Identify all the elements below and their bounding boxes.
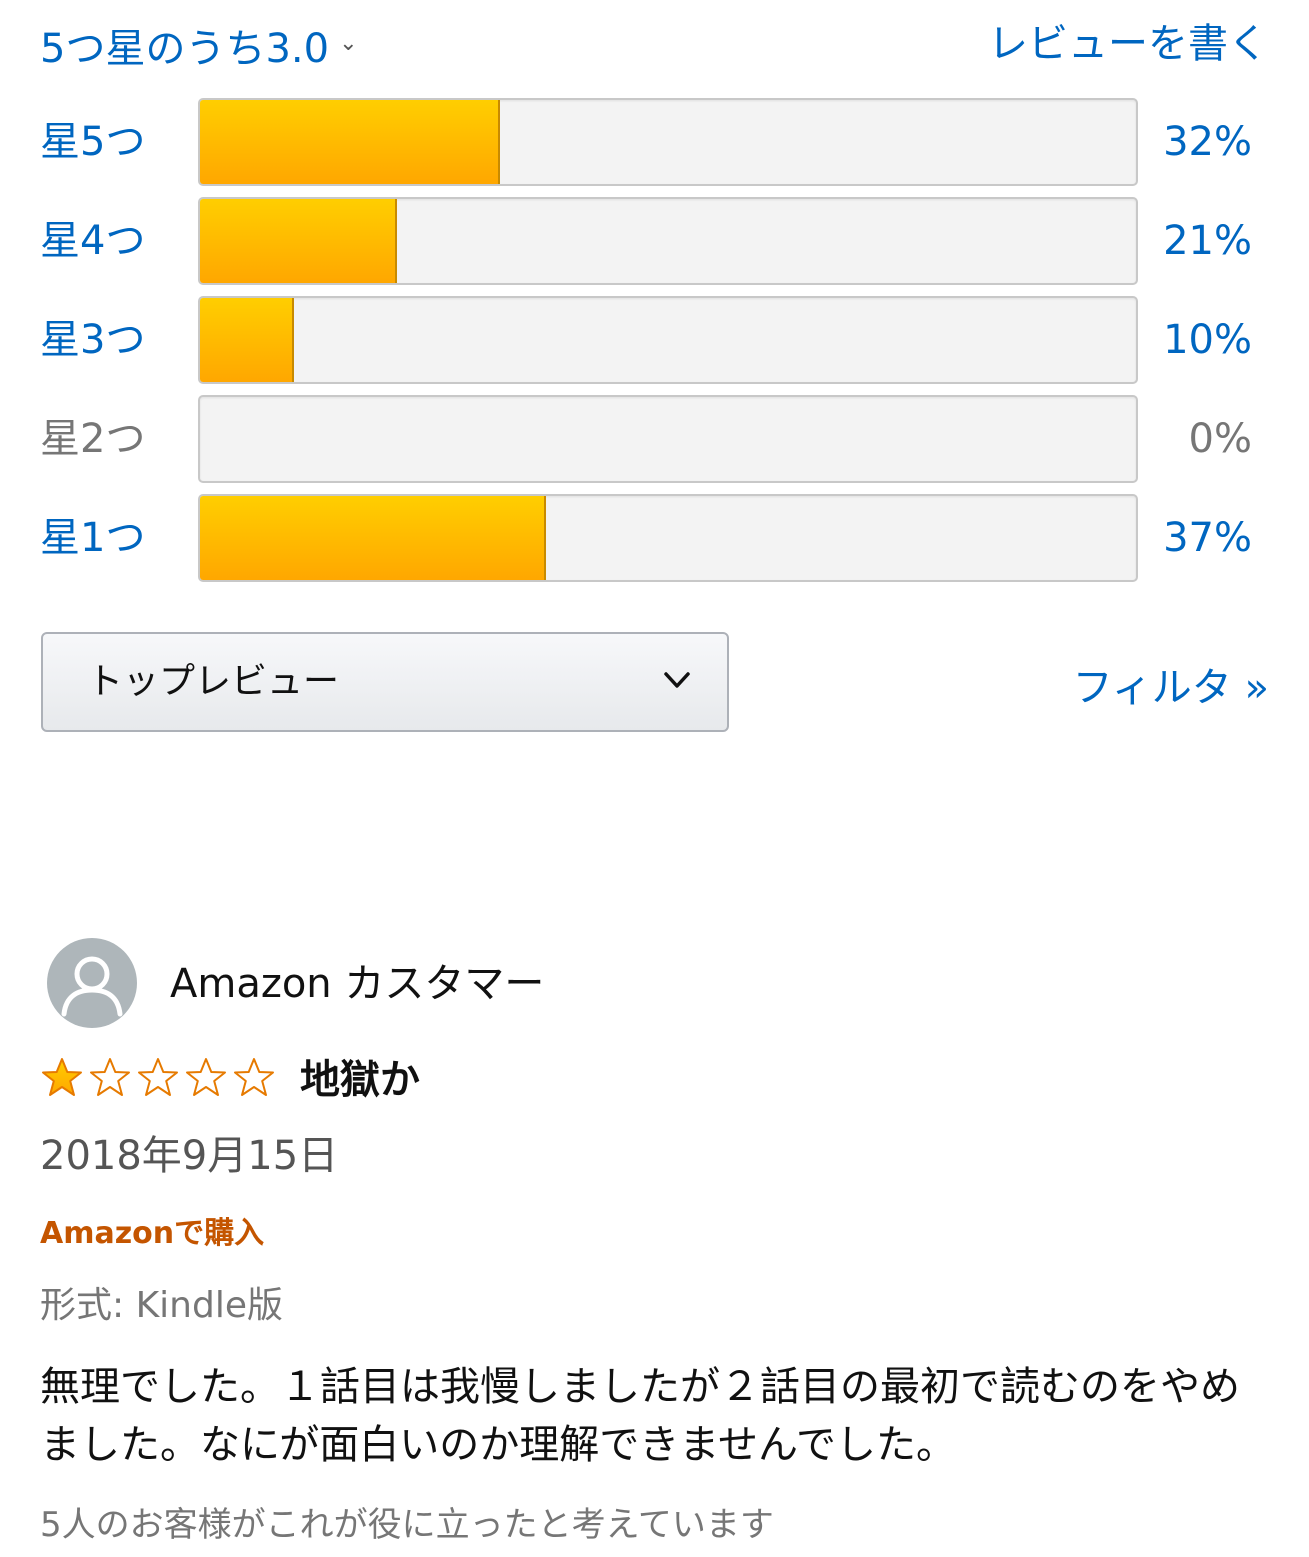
helpful-count: 5人のお客様がこれが役に立ったと考えています xyxy=(40,1505,774,1545)
histogram-label[interactable]: 星1つ xyxy=(40,515,146,561)
histogram-bar[interactable] xyxy=(198,197,1138,285)
histogram-bar[interactable] xyxy=(198,98,1138,186)
sort-selected-value: トップレビュー xyxy=(87,661,340,702)
review-body: 無理でした。１話目は我慢しましたが２話目の最初で読むのをやめました。なにが面白い… xyxy=(40,1364,1240,1468)
review-star-rating xyxy=(40,1050,276,1106)
star-icon xyxy=(90,1058,130,1096)
histogram-bar-fill xyxy=(200,496,547,580)
verified-purchase-badge: Amazonで購入 xyxy=(40,1216,265,1251)
histogram-percent[interactable]: 32% xyxy=(1163,119,1252,165)
histogram-bar[interactable] xyxy=(198,494,1138,582)
histogram-percent[interactable]: 21% xyxy=(1163,218,1252,264)
histogram-bar-fill xyxy=(200,100,500,184)
histogram-label[interactable]: 星4つ xyxy=(40,218,146,264)
star-icon xyxy=(234,1058,274,1096)
rating-summary-toggle[interactable]: 5つ星のうち3.0 ⌄ xyxy=(40,16,358,77)
histogram-label: 星2つ xyxy=(40,416,146,462)
review-title[interactable]: 地獄か xyxy=(300,1057,420,1103)
star-icon xyxy=(138,1058,178,1096)
histogram-bar-fill xyxy=(200,199,397,283)
person-icon xyxy=(47,938,137,1028)
review-format: 形式: Kindle版 xyxy=(40,1285,284,1326)
filter-link[interactable]: フィルタ » xyxy=(1072,665,1269,711)
rating-header: 5つ星のうち3.0 ⌄ レビューを書く xyxy=(40,16,1268,72)
histogram-row-4[interactable]: 星4つ 21% xyxy=(40,197,1268,296)
histogram-label[interactable]: 星5つ xyxy=(40,119,146,165)
chevron-down-icon: ⌄ xyxy=(339,31,358,56)
histogram-row-2: 星2つ 0% xyxy=(40,395,1268,494)
histogram-bar[interactable] xyxy=(198,296,1138,384)
rating-histogram: 星5つ 32% 星4つ 21% 星3つ 10% 星2つ 0% 星1つ 37% xyxy=(40,98,1268,593)
histogram-row-3[interactable]: 星3つ 10% xyxy=(40,296,1268,395)
review-date: 2018年9月15日 xyxy=(40,1133,339,1179)
histogram-percent[interactable]: 10% xyxy=(1163,317,1252,363)
rating-summary-text: 5つ星のうち3.0 xyxy=(40,26,330,72)
write-review-link[interactable]: レビューを書く xyxy=(988,21,1268,67)
histogram-bar xyxy=(198,395,1138,483)
star-icon xyxy=(186,1058,226,1096)
reviewer-name[interactable]: Amazon カスタマー xyxy=(170,961,545,1007)
histogram-bar-fill xyxy=(200,298,294,382)
chevron-down-icon xyxy=(664,672,690,688)
histogram-percent: 0% xyxy=(1188,416,1252,462)
sort-dropdown[interactable]: トップレビュー xyxy=(41,632,729,732)
star-icon xyxy=(42,1058,82,1096)
histogram-row-5[interactable]: 星5つ 32% xyxy=(40,98,1268,197)
histogram-row-1[interactable]: 星1つ 37% xyxy=(40,494,1268,593)
histogram-label[interactable]: 星3つ xyxy=(40,317,146,363)
histogram-percent[interactable]: 37% xyxy=(1163,515,1252,561)
